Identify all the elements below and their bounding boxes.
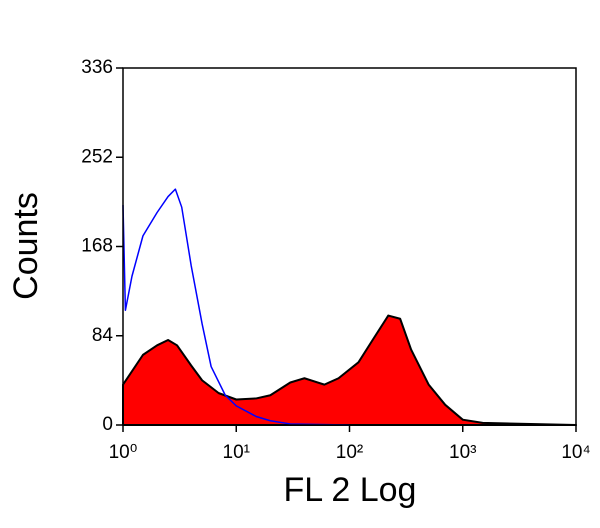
x-tick-label: 10⁴: [561, 442, 590, 463]
x-tick-label: 10²: [336, 442, 363, 463]
y-tick-label: 168: [81, 236, 113, 257]
y-tick-label: 252: [81, 146, 113, 167]
y-tick-label: 336: [81, 57, 113, 78]
x-tick-label: 10³: [449, 442, 476, 463]
y-axis-title: Counts: [7, 192, 45, 300]
x-tick-label: 10⁰: [109, 442, 138, 463]
area: [122, 314, 577, 426]
x-tick-label: 10¹: [223, 442, 250, 463]
y-tick-label: 0: [102, 414, 113, 435]
y-tick-label: 84: [92, 325, 114, 346]
line: [122, 188, 350, 426]
x-axis-title: FL 2 Log: [284, 471, 417, 509]
